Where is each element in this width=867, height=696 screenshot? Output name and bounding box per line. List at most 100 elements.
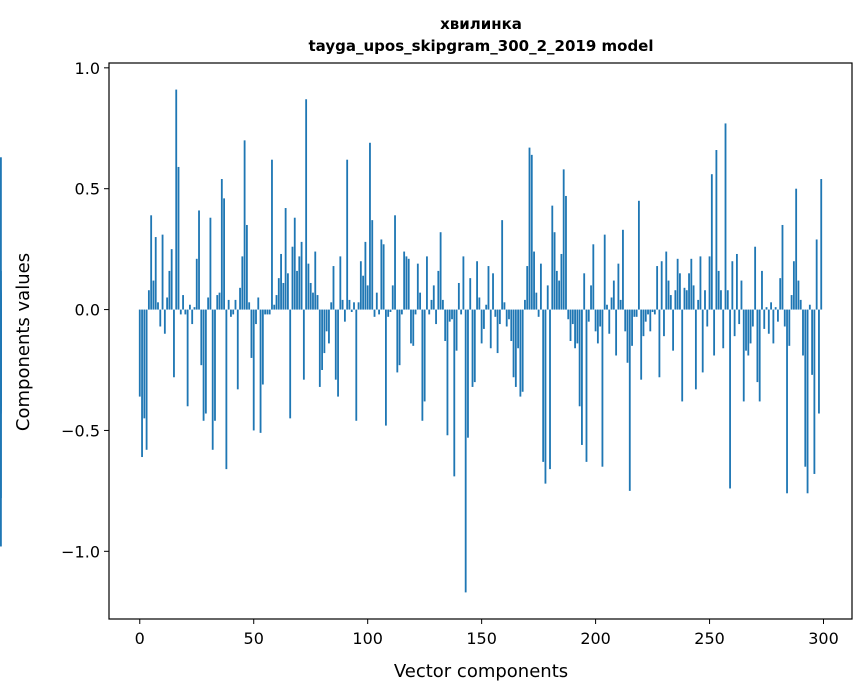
bar bbox=[813, 309, 816, 474]
bar bbox=[804, 309, 807, 467]
bar bbox=[245, 224, 248, 310]
y-tick-label: −0.5 bbox=[61, 421, 100, 440]
bar bbox=[257, 297, 260, 310]
bar bbox=[792, 261, 795, 310]
bar bbox=[275, 295, 278, 310]
bar bbox=[658, 309, 661, 378]
bar bbox=[576, 309, 579, 344]
x-tick-label: 200 bbox=[580, 629, 611, 648]
bar bbox=[765, 307, 768, 310]
x-tick-label: 100 bbox=[352, 629, 383, 648]
bar bbox=[592, 244, 595, 310]
bar bbox=[619, 299, 622, 310]
bar bbox=[708, 256, 711, 310]
bar bbox=[387, 309, 390, 317]
bar bbox=[594, 309, 597, 332]
bar bbox=[788, 309, 791, 346]
bar bbox=[699, 256, 702, 310]
bar bbox=[457, 282, 460, 310]
bars-group bbox=[0, 89, 823, 593]
bar bbox=[606, 304, 608, 310]
bar bbox=[756, 309, 759, 383]
bar bbox=[200, 309, 203, 366]
bar bbox=[729, 309, 731, 489]
bar bbox=[412, 309, 415, 346]
bar bbox=[378, 309, 380, 315]
bar bbox=[255, 309, 257, 325]
bar bbox=[749, 309, 752, 344]
bar bbox=[558, 280, 561, 310]
bar bbox=[622, 229, 624, 310]
bar bbox=[273, 304, 276, 310]
bar bbox=[268, 309, 271, 315]
bar bbox=[328, 309, 330, 344]
bar bbox=[302, 309, 305, 380]
bar bbox=[403, 251, 406, 310]
bar bbox=[692, 285, 695, 310]
bar bbox=[503, 302, 506, 310]
bar bbox=[177, 166, 180, 310]
bar bbox=[535, 292, 538, 310]
bar bbox=[193, 307, 196, 310]
bar bbox=[555, 270, 558, 310]
bar bbox=[674, 290, 677, 310]
bar bbox=[271, 159, 273, 310]
bar bbox=[758, 309, 761, 402]
bar bbox=[426, 256, 428, 310]
bar bbox=[243, 140, 246, 310]
bar bbox=[325, 309, 328, 332]
bar bbox=[811, 309, 814, 375]
bar bbox=[277, 278, 280, 310]
bar bbox=[704, 290, 706, 310]
bar bbox=[647, 309, 649, 315]
bar bbox=[462, 256, 465, 310]
bar bbox=[407, 258, 410, 310]
bar bbox=[312, 292, 314, 310]
bar bbox=[373, 309, 376, 317]
bar bbox=[738, 309, 741, 325]
bar bbox=[492, 273, 494, 310]
bar bbox=[761, 270, 763, 310]
x-tick-label: 50 bbox=[244, 629, 264, 648]
bar bbox=[501, 220, 504, 310]
bar bbox=[701, 309, 704, 373]
bar bbox=[175, 89, 178, 310]
bar bbox=[820, 179, 823, 310]
bar bbox=[385, 309, 387, 426]
bar bbox=[163, 309, 166, 334]
bar bbox=[469, 278, 472, 310]
bar bbox=[567, 309, 570, 320]
bar bbox=[138, 309, 141, 397]
bar bbox=[357, 302, 360, 310]
bar bbox=[537, 309, 540, 317]
y-tick-label: 0.5 bbox=[75, 180, 100, 199]
bar bbox=[644, 309, 647, 322]
bar bbox=[781, 224, 784, 310]
bar bbox=[476, 261, 478, 310]
bar bbox=[783, 309, 786, 327]
bar bbox=[651, 309, 654, 312]
bar bbox=[451, 309, 453, 320]
bar bbox=[653, 309, 656, 315]
bar bbox=[808, 304, 811, 310]
bar bbox=[261, 309, 264, 385]
bar bbox=[446, 309, 449, 436]
bar bbox=[350, 309, 353, 312]
bar bbox=[496, 309, 499, 354]
bar bbox=[198, 210, 200, 310]
bar bbox=[467, 309, 469, 438]
bar bbox=[195, 258, 198, 310]
bar bbox=[551, 205, 554, 310]
bar bbox=[485, 304, 488, 310]
bar bbox=[396, 309, 399, 373]
bar bbox=[754, 246, 757, 310]
bar bbox=[287, 273, 289, 310]
bar bbox=[448, 309, 451, 322]
bar bbox=[565, 195, 567, 310]
bar bbox=[318, 309, 321, 387]
bar bbox=[460, 309, 463, 315]
bar bbox=[514, 309, 517, 387]
bar bbox=[332, 266, 335, 310]
